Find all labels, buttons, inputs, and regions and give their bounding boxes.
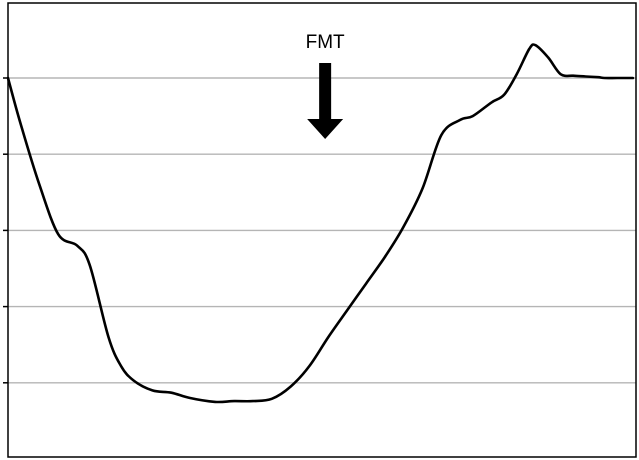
fmt-annotation-label: FMT — [306, 32, 345, 53]
down-arrow-icon — [307, 63, 344, 139]
series — [6, 43, 635, 404]
annotations: FMT — [306, 32, 345, 139]
series-line-1 — [6, 43, 635, 404]
plot-frame — [7, 2, 637, 458]
